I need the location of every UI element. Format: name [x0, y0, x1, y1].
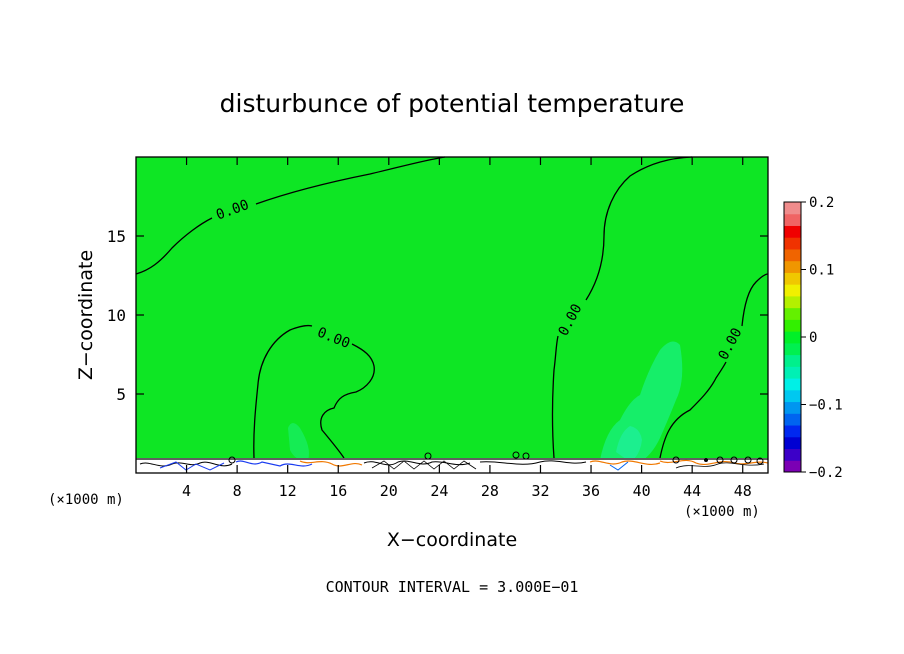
colorbar-cell — [784, 295, 801, 309]
colorbar-cell — [784, 448, 801, 461]
contour-line-center-right — [551, 156, 693, 459]
colorbar-cell — [784, 331, 801, 344]
colorbar-cell — [784, 202, 801, 215]
contour-line-far-right — [659, 273, 769, 459]
anomaly-patch-left — [288, 423, 309, 461]
colorbar-tick-label: −0.1 — [809, 398, 843, 414]
colorbar-cell — [784, 389, 801, 403]
chart-title: disturbunce of potential temperature — [220, 89, 685, 118]
colorbar-cell — [784, 366, 801, 379]
colorbar-cells — [784, 202, 801, 473]
y-axis-label: Z−coordinate — [75, 250, 97, 380]
colorbar-tick-label: 0.1 — [809, 263, 834, 279]
colorbar: 0.2 0.1 0 −0.1 −0.2 — [783, 195, 843, 481]
x-axis-label: X−coordinate — [387, 529, 517, 551]
colorbar-cell — [784, 413, 801, 426]
anomaly-patch-right — [600, 341, 683, 462]
x-tick-label-44: 44 — [683, 482, 701, 500]
contour-line-middle-bubble — [253, 324, 375, 459]
colorbar-cell — [784, 425, 801, 438]
colorbar-cell — [784, 225, 801, 238]
colorbar-cell — [784, 260, 801, 273]
x-unit-label-right: (×1000 m) — [684, 504, 760, 520]
x-tick-label-48: 48 — [734, 482, 752, 500]
contour-line-top-left — [135, 156, 446, 275]
x-tick-label-12: 12 — [279, 482, 297, 500]
surface-noise-band — [136, 451, 769, 473]
x-tick-label-24: 24 — [430, 482, 448, 500]
colorbar-cell — [784, 319, 801, 332]
colorbar-cell — [784, 436, 801, 450]
x-unit-label-left: (×1000 m) — [48, 492, 124, 508]
colorbar-cell — [784, 460, 801, 473]
y-tick-label-15: 15 — [107, 227, 126, 246]
colorbar-cell — [784, 354, 801, 367]
x-tick-label-40: 40 — [633, 482, 651, 500]
x-tick-label-20: 20 — [380, 482, 398, 500]
contour-interval-text: CONTOUR INTERVAL = 3.000E−01 — [326, 578, 579, 596]
colorbar-cell — [784, 272, 801, 285]
colorbar-cell — [784, 307, 801, 320]
contour-lines — [135, 156, 769, 459]
colorbar-tick-label: 0 — [809, 330, 817, 346]
y-tick-label-10: 10 — [107, 306, 126, 325]
colorbar-cell — [784, 284, 801, 297]
colorbar-labels: 0.2 0.1 0 −0.1 −0.2 — [801, 195, 843, 481]
x-tick-label-32: 32 — [531, 482, 549, 500]
x-tick-label-4: 4 — [182, 482, 191, 500]
colorbar-cell — [784, 378, 801, 391]
plot-area: 0.00 0.00 0.00 0.00 — [107, 156, 769, 500]
x-tick-label-28: 28 — [481, 482, 499, 500]
anomaly-patch-right-2 — [616, 426, 642, 462]
colorbar-tick-label: −0.2 — [809, 465, 843, 481]
y-tick-label-5: 5 — [116, 385, 126, 404]
x-tick-label-36: 36 — [582, 482, 600, 500]
colorbar-cell — [784, 213, 801, 226]
colorbar-cell — [784, 401, 801, 414]
colorbar-cell — [784, 342, 801, 356]
colorbar-cell — [784, 237, 801, 250]
x-tick-label-8: 8 — [233, 482, 242, 500]
x-tick-label-16: 16 — [329, 482, 347, 500]
colorbar-tick-label: 0.2 — [809, 195, 834, 211]
colorbar-cell — [784, 248, 801, 262]
